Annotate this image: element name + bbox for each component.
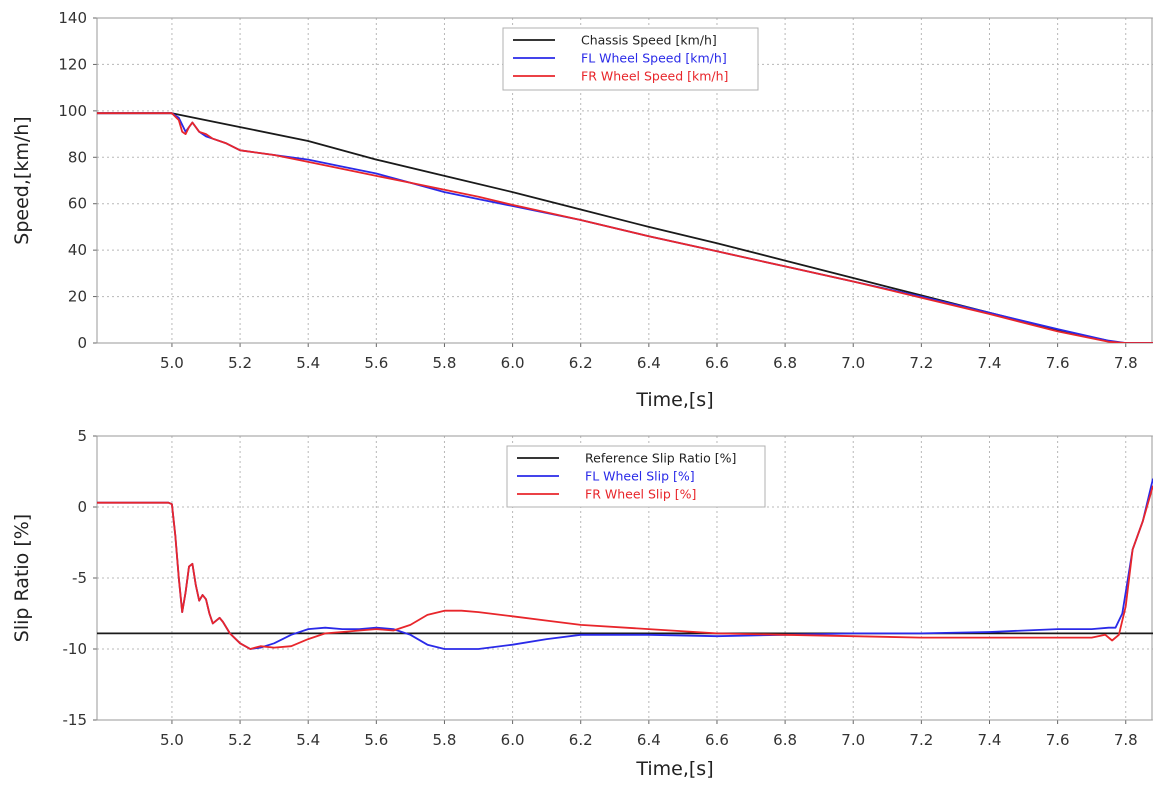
x-axis-title: Time,[s] — [635, 758, 713, 780]
y-tick-label: 80 — [68, 148, 87, 166]
chart-panel-2: 5.0 5.2 5.4 5.6 5.8 6.0 6.2 6.4 6.6 6.8 7.0 7.2 7.4 7… — [11, 427, 1153, 780]
x-tick-label: 5.8 — [433, 731, 457, 749]
y-tick-label: 100 — [58, 102, 87, 120]
legend-label: FR Wheel Slip [%] — [585, 487, 696, 502]
legend-box — [506, 445, 766, 508]
x-tick-label: 6.2 — [569, 354, 593, 372]
legend: Reference Slip Ratio [%] FL Wheel Slip [%… — [506, 445, 766, 508]
y-tick-label: 140 — [58, 9, 87, 27]
x-tick-label: 7.0 — [841, 354, 865, 372]
series-line-3 — [97, 485, 1153, 650]
x-tick-label: 7.4 — [978, 354, 1002, 372]
x-tick-label: 7.2 — [909, 354, 933, 372]
x-tick-label: 6.0 — [501, 354, 525, 372]
legend-label: FR Wheel Speed [km/h] — [581, 69, 728, 84]
legend-label: Chassis Speed [km/h] — [581, 33, 717, 48]
x-tick-label: 6.2 — [569, 731, 593, 749]
legend-label: Reference Slip Ratio [%] — [585, 451, 736, 466]
legend-box — [502, 27, 759, 91]
y-tick-label: 120 — [58, 55, 87, 73]
series-line-2 — [97, 112, 1153, 343]
x-tick-label: 7.6 — [1046, 354, 1070, 372]
series-group — [97, 112, 1153, 343]
x-tick-label: 6.8 — [773, 731, 797, 749]
y-tick-label: 60 — [68, 195, 87, 213]
x-tick-label: 7.8 — [1114, 354, 1138, 372]
x-tick-label: 6.6 — [705, 731, 729, 749]
x-tick-label: 6.0 — [501, 731, 525, 749]
x-tick-label: 7.2 — [909, 731, 933, 749]
x-axis-title: Time,[s] — [635, 389, 713, 411]
x-tick-label: 7.8 — [1114, 731, 1138, 749]
x-tick-label: 5.2 — [228, 354, 252, 372]
x-tick-label: 6.4 — [637, 354, 661, 372]
plot-frame — [96, 435, 1153, 721]
y-tick-label: 0 — [77, 334, 87, 352]
x-tick-label: 5.2 — [228, 731, 252, 749]
x-tick-label: 5.6 — [364, 731, 388, 749]
x-tick-label: 6.6 — [705, 354, 729, 372]
x-tick-label: 5.0 — [160, 731, 184, 749]
legend-label: FL Wheel Slip [%] — [585, 469, 695, 484]
chart-panel-1: 5.0 5.2 5.4 5.6 5.8 6.0 6.2 6.4 6.6 6.8 7.0 7.2 7.4 7… — [11, 9, 1153, 411]
x-tick-label: 7.0 — [841, 731, 865, 749]
y-tick-label: 20 — [68, 288, 87, 306]
x-tick-label: 6.8 — [773, 354, 797, 372]
y-tick-label: 0 — [77, 498, 87, 516]
x-tick-label: 6.4 — [637, 731, 661, 749]
x-tick-label: 5.4 — [296, 354, 320, 372]
y-tick-label: -10 — [63, 640, 88, 658]
legend: Chassis Speed [km/h] FL Wheel Speed [km/h… — [502, 27, 759, 91]
y-axis-title: Speed,[km/h] — [11, 116, 33, 244]
y-tick-label: 40 — [68, 241, 87, 259]
x-tick-label: 5.4 — [296, 731, 320, 749]
legend-label: FL Wheel Speed [km/h] — [581, 51, 727, 66]
y-tick-label: -5 — [72, 569, 87, 587]
series-group — [97, 478, 1153, 650]
y-tick-label: -15 — [63, 711, 88, 729]
x-tick-label: 7.4 — [978, 731, 1002, 749]
x-tick-label: 5.0 — [160, 354, 184, 372]
series-line-3 — [97, 112, 1153, 343]
x-tick-label: 5.6 — [364, 354, 388, 372]
x-tick-label: 7.6 — [1046, 731, 1070, 749]
y-tick-label: 5 — [77, 427, 87, 445]
plot-frame — [96, 17, 1153, 344]
y-axis-title: Slip Ratio [%] — [11, 514, 33, 642]
x-tick-label: 5.8 — [433, 354, 457, 372]
series-line-1 — [97, 112, 1153, 343]
